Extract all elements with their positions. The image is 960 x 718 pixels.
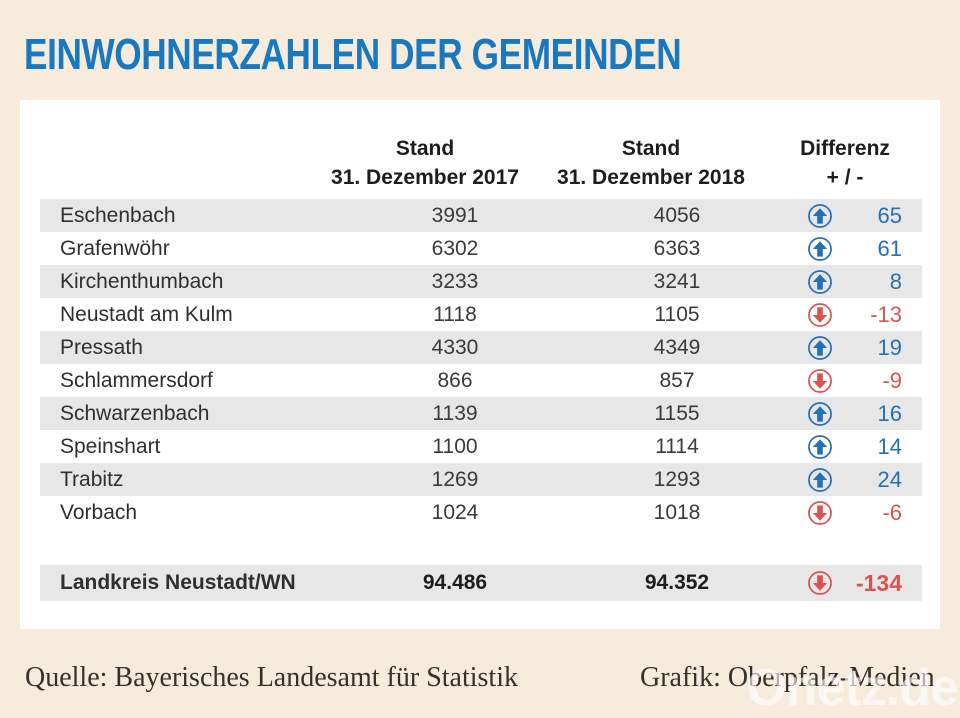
trend-cell: -9 bbox=[762, 364, 922, 397]
value-2018: 1105 bbox=[654, 302, 700, 326]
trend-cell: 61 bbox=[762, 232, 922, 265]
table-row: Schlammersdorf 866 857 -9 bbox=[40, 364, 922, 397]
difference-value: 8 bbox=[889, 268, 902, 294]
trend-cell: -6 bbox=[762, 496, 922, 529]
column-header-2017: Stand 31. Dezember 2017 bbox=[331, 134, 519, 192]
table-row: Vorbach 1024 1018 -6 bbox=[40, 496, 922, 529]
trend-cell: 14 bbox=[762, 430, 922, 463]
total-difference-value: -134 bbox=[855, 569, 902, 596]
value-2017: 866 bbox=[437, 368, 473, 392]
trend-arrow-icon bbox=[808, 571, 832, 595]
trend-cell: 65 bbox=[762, 199, 922, 232]
trend-arrow-icon bbox=[808, 269, 832, 294]
value-2018: 1018 bbox=[653, 500, 701, 524]
table-row: Trabitz 1269 1293 24 bbox=[40, 463, 922, 496]
total-value-2017: 94.486 bbox=[422, 571, 488, 594]
municipality-name: Vorbach bbox=[60, 500, 138, 524]
table-row: Pressath 4330 4349 19 bbox=[40, 331, 922, 364]
difference-value: 14 bbox=[877, 433, 902, 459]
trend-arrow-icon bbox=[808, 434, 832, 459]
value-2017: 1269 bbox=[431, 467, 479, 491]
municipality-name: Grafenwöhr bbox=[60, 236, 170, 260]
municipality-name: Neustadt am Kulm bbox=[60, 302, 233, 326]
trend-arrow-icon bbox=[808, 401, 832, 426]
trend-cell: 24 bbox=[762, 463, 922, 496]
column-header-differenz-line1: Differenz bbox=[800, 137, 890, 160]
municipality-name: Eschenbach bbox=[60, 203, 176, 227]
municipality-name: Pressath bbox=[60, 335, 143, 359]
difference-value: 24 bbox=[877, 466, 902, 492]
municipality-name: Kirchenthumbach bbox=[60, 269, 224, 293]
table-row: Speinshart 1100 1114 14 bbox=[40, 430, 922, 463]
value-2017: 1139 bbox=[432, 401, 478, 425]
column-header-2018: Stand 31. Dezember 2018 bbox=[557, 134, 745, 192]
trend-arrow-icon bbox=[808, 236, 832, 261]
column-header-2017-line2: 31. Dezember 2017 bbox=[331, 166, 519, 189]
page-title: EINWOHNERZAHLEN DER GEMEINDEN bbox=[24, 30, 682, 79]
trend-arrow-icon bbox=[808, 302, 832, 327]
table-row: Eschenbach 3991 4056 65 bbox=[40, 199, 922, 232]
difference-value: -6 bbox=[882, 499, 902, 525]
trend-arrow-icon bbox=[808, 368, 832, 393]
value-2018: 1293 bbox=[653, 467, 701, 491]
column-header-2018-line1: Stand bbox=[621, 137, 681, 160]
trend-cell: 19 bbox=[762, 331, 922, 364]
column-header-differenz-line2: + / - bbox=[826, 166, 864, 189]
difference-value: 19 bbox=[877, 334, 902, 360]
watermark: Onetz.de bbox=[746, 659, 959, 717]
difference-value: 65 bbox=[877, 202, 902, 228]
value-2017: 6302 bbox=[431, 236, 479, 260]
total-label: Landkreis Neustadt/WN bbox=[60, 571, 296, 594]
municipality-name: Trabitz bbox=[60, 467, 124, 491]
trend-cell: 16 bbox=[762, 397, 922, 430]
table-row: Schwarzenbach 1139 1155 16 bbox=[40, 397, 922, 430]
trend-arrow-icon bbox=[808, 335, 832, 360]
difference-value: 16 bbox=[877, 400, 902, 426]
column-header-2017-line1: Stand bbox=[395, 137, 455, 160]
value-2017: 3991 bbox=[431, 203, 479, 227]
table-row: Grafenwöhr 6302 6363 61 bbox=[40, 232, 922, 265]
municipality-name: Schlammersdorf bbox=[60, 368, 213, 392]
value-2018: 1155 bbox=[654, 401, 700, 425]
table-body: Eschenbach 3991 4056 65 Grafenwöhr 6302 … bbox=[40, 199, 922, 529]
municipality-name: Speinshart bbox=[60, 434, 161, 458]
municipality-name: Schwarzenbach bbox=[60, 401, 210, 425]
trend-cell: -134 bbox=[762, 565, 922, 601]
value-2017: 3233 bbox=[431, 269, 479, 293]
value-2018: 3241 bbox=[653, 269, 701, 293]
value-2017: 1118 bbox=[433, 302, 477, 326]
value-2017: 1024 bbox=[431, 500, 479, 524]
table-row: Kirchenthumbach 3233 3241 8 bbox=[40, 265, 922, 298]
difference-value: 61 bbox=[877, 235, 902, 261]
total-row: Landkreis Neustadt/WN 94.486 94.352 -134 bbox=[40, 565, 922, 601]
trend-arrow-icon bbox=[808, 467, 832, 492]
trend-cell: 8 bbox=[762, 265, 922, 298]
source-credit: Quelle: Bayerisches Landesamt für Statis… bbox=[25, 662, 518, 693]
trend-arrow-icon bbox=[808, 203, 832, 228]
column-header-differenz: Differenz + / - bbox=[800, 134, 890, 192]
value-2018: 1114 bbox=[655, 434, 699, 458]
total-value-2018: 94.352 bbox=[644, 571, 710, 594]
info-card: Stand 31. Dezember 2017 Stand 31. Dezemb… bbox=[20, 100, 940, 629]
difference-value: -13 bbox=[870, 301, 902, 327]
value-2017: 4330 bbox=[431, 335, 479, 359]
table-row: Neustadt am Kulm 1118 1105 -13 bbox=[40, 298, 922, 331]
graphic-credit: Grafik: Oberpfalz-Medien bbox=[640, 662, 935, 693]
trend-arrow-icon bbox=[808, 500, 832, 525]
value-2018: 6363 bbox=[653, 236, 701, 260]
value-2017: 1100 bbox=[432, 434, 478, 458]
value-2018: 857 bbox=[659, 368, 695, 392]
column-header-2018-line2: 31. Dezember 2018 bbox=[557, 166, 745, 189]
trend-cell: -13 bbox=[762, 298, 922, 331]
value-2018: 4056 bbox=[653, 203, 701, 227]
difference-value: -9 bbox=[882, 367, 902, 393]
value-2018: 4349 bbox=[653, 335, 701, 359]
